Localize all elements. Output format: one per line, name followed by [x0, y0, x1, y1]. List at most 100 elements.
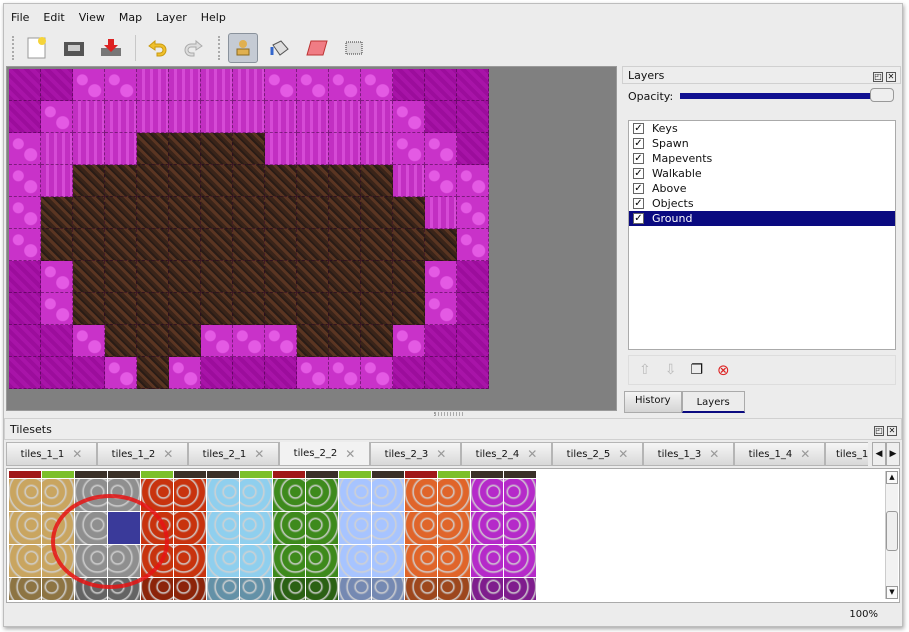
tileset-tile[interactable]: [471, 512, 503, 544]
map-tile[interactable]: [425, 101, 457, 133]
map-tile[interactable]: [457, 69, 489, 101]
tileset-tile[interactable]: [438, 479, 470, 511]
move-layer-up-icon[interactable]: ⇧: [639, 362, 651, 378]
tileset-tile[interactable]: [42, 479, 74, 511]
map-tile[interactable]: [201, 229, 233, 261]
map-tile[interactable]: [169, 325, 201, 357]
map-tile[interactable]: [233, 69, 265, 101]
float-icon[interactable]: ◰: [874, 425, 884, 436]
map-tile[interactable]: [425, 133, 457, 165]
map-tile[interactable]: [361, 357, 393, 389]
close-tab-icon[interactable]: ✕: [800, 447, 811, 461]
map-tile[interactable]: [457, 197, 489, 229]
tileset-tile[interactable]: [438, 578, 470, 600]
map-tile[interactable]: [361, 197, 393, 229]
map-tile[interactable]: [457, 293, 489, 325]
map-tile[interactable]: [425, 197, 457, 229]
map-tile[interactable]: [137, 165, 169, 197]
tileset-tile[interactable]: [405, 545, 437, 577]
tileset-tab[interactable]: tiles_1_1 ✕: [6, 442, 97, 466]
tileset-tile[interactable]: [9, 545, 41, 577]
map-tile[interactable]: [457, 229, 489, 261]
map-tile[interactable]: [297, 229, 329, 261]
map-tile[interactable]: [105, 229, 137, 261]
map-tile[interactable]: [233, 325, 265, 357]
tileset-tile[interactable]: [273, 512, 305, 544]
tileset-tile[interactable]: [174, 578, 206, 600]
visibility-checkbox[interactable]: ✓: [633, 123, 644, 134]
map-tile[interactable]: [233, 101, 265, 133]
move-layer-down-icon[interactable]: ⇩: [664, 362, 677, 378]
map-tile[interactable]: [73, 197, 105, 229]
map-tile[interactable]: [393, 165, 425, 197]
map-tile[interactable]: [393, 261, 425, 293]
tileset-tile[interactable]: [207, 578, 239, 600]
map-tile[interactable]: [393, 325, 425, 357]
map-tile[interactable]: [41, 261, 73, 293]
map-tile[interactable]: [73, 101, 105, 133]
visibility-checkbox[interactable]: ✓: [633, 213, 644, 224]
tileset-tile[interactable]: [141, 471, 173, 478]
map-tile[interactable]: [201, 357, 233, 389]
tileset-tile[interactable]: [207, 545, 239, 577]
map-tile[interactable]: [393, 133, 425, 165]
layer-item[interactable]: ✓ Above: [629, 181, 895, 196]
map-tile[interactable]: [73, 357, 105, 389]
map-tile[interactable]: [105, 325, 137, 357]
map-tile[interactable]: [105, 293, 137, 325]
tileset-tile[interactable]: [306, 479, 338, 511]
tileset-tab-active[interactable]: tiles_2_2 ✕: [279, 442, 370, 466]
close-tab-icon[interactable]: ✕: [436, 447, 447, 461]
tileset-tile[interactable]: [306, 545, 338, 577]
map-tile[interactable]: [201, 197, 233, 229]
map-tile[interactable]: [137, 293, 169, 325]
map-tile[interactable]: [73, 261, 105, 293]
map-tile[interactable]: [329, 261, 361, 293]
tab-scroll-left-icon[interactable]: ◀: [872, 442, 886, 466]
tileset-tile[interactable]: [405, 479, 437, 511]
map-tile[interactable]: [73, 69, 105, 101]
map-tile[interactable]: [9, 69, 41, 101]
visibility-checkbox[interactable]: ✓: [633, 153, 644, 164]
map-tile[interactable]: [9, 229, 41, 261]
tileset-tile[interactable]: [42, 578, 74, 600]
map-tile[interactable]: [73, 165, 105, 197]
map-tile[interactable]: [201, 325, 233, 357]
map-tile[interactable]: [361, 293, 393, 325]
tileset-tile[interactable]: [372, 578, 404, 600]
tileset-tile[interactable]: [339, 471, 371, 478]
map-tile[interactable]: [297, 101, 329, 133]
eraser-icon[interactable]: [302, 33, 332, 63]
stamp-brush-icon[interactable]: [228, 33, 258, 63]
map-tile[interactable]: [393, 101, 425, 133]
map-tile[interactable]: [457, 261, 489, 293]
tileset-tab[interactable]: tiles_1_: [825, 442, 868, 466]
map-tile[interactable]: [233, 261, 265, 293]
tileset-tile[interactable]: [174, 479, 206, 511]
map-tile[interactable]: [169, 261, 201, 293]
map-tile[interactable]: [201, 261, 233, 293]
layer-item[interactable]: ✓ Walkable: [629, 166, 895, 181]
tileset-tile[interactable]: [9, 471, 41, 478]
map-tile[interactable]: [41, 357, 73, 389]
map-tile[interactable]: [201, 69, 233, 101]
tileset-tile[interactable]: [372, 512, 404, 544]
float-icon[interactable]: ◰: [873, 71, 883, 82]
delete-layer-icon[interactable]: ⊗: [717, 361, 730, 379]
tileset-tile[interactable]: [240, 512, 272, 544]
tileset-tile[interactable]: [438, 512, 470, 544]
visibility-checkbox[interactable]: ✓: [633, 138, 644, 149]
map-tile[interactable]: [329, 133, 361, 165]
map-tile[interactable]: [169, 165, 201, 197]
map-tile[interactable]: [297, 261, 329, 293]
tileset-tile[interactable]: [306, 578, 338, 600]
bucket-fill-icon[interactable]: [265, 33, 295, 63]
map-tile[interactable]: [329, 325, 361, 357]
tileset-tile[interactable]: [75, 471, 107, 478]
map-tile[interactable]: [137, 325, 169, 357]
tileset-tile[interactable]: [504, 545, 536, 577]
tileset-tile[interactable]: [339, 479, 371, 511]
tileset-tile[interactable]: [273, 479, 305, 511]
map-tile[interactable]: [329, 357, 361, 389]
map-tile[interactable]: [9, 357, 41, 389]
